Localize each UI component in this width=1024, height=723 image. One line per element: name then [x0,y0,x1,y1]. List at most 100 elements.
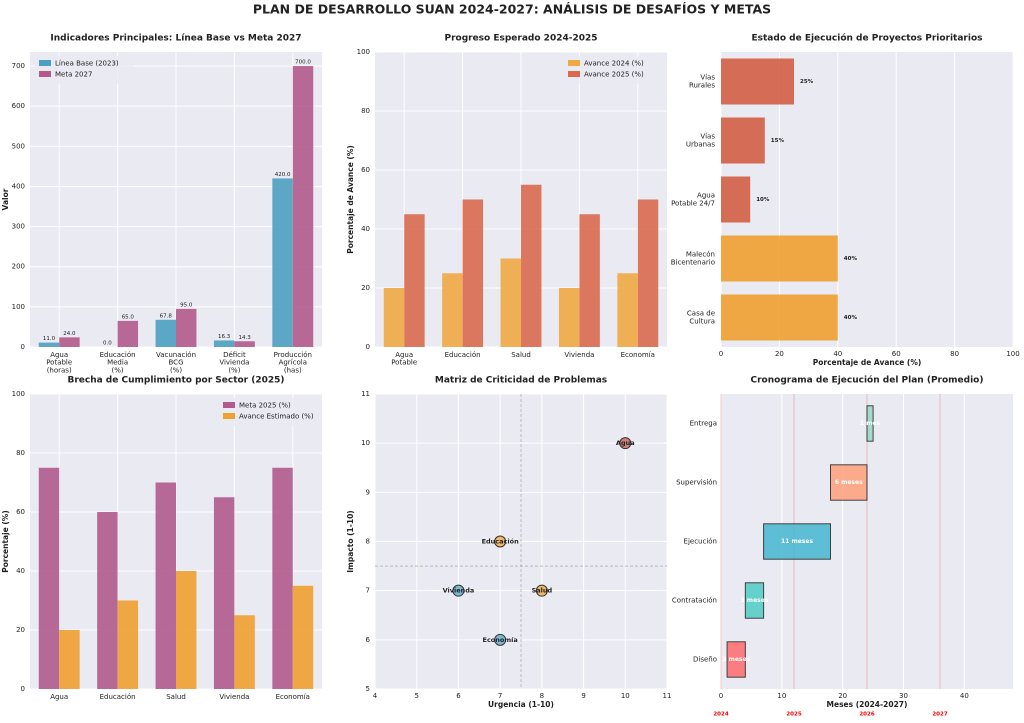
y-tick-label: 80 [361,107,370,115]
y-tick-label: 400 [12,182,25,190]
x-tick-label: Vivienda [564,351,594,359]
y-tick-label: 7 [366,587,370,595]
x-tick-label: 9 [581,692,585,700]
y-tick-label: Diseño [693,656,717,664]
legend [219,398,317,426]
value-label: 14.3 [238,335,251,341]
x-tick-label: 100 [1006,350,1019,358]
x-tick-label: 30 [899,692,908,700]
x-tick-label: Salud [511,351,531,359]
bar-label: 3 meses [741,597,769,604]
x-axis-label: Meses (2024-2027) [827,700,908,709]
chart-title: Brecha de Cumplimiento por Sector (2025) [67,376,284,386]
y-tick-label: 40 [361,225,370,233]
x-tick-label: 60 [892,350,901,358]
point [452,584,465,597]
value-label: 40% [844,256,858,262]
bar [38,467,60,689]
x-tick-label: 11 [663,692,672,700]
bar [59,630,80,689]
point [494,633,507,646]
bar [176,571,197,689]
y-tick-label: 8 [366,538,370,546]
y-tick-label: Contratación [672,597,717,605]
x-tick-label: 20 [838,692,847,700]
bar [579,214,600,347]
y-tick-label: 0 [366,343,370,351]
bar [442,273,463,347]
value-label: 11.0 [43,336,56,342]
legend [35,56,133,84]
x-tick-label: 80 [950,350,959,358]
y-tick-label: 100 [12,303,25,311]
y-tick-label: 100 [12,390,25,398]
bar [500,258,521,347]
legend-label: Avance 2024 (%) [584,60,644,68]
value-label: 95.0 [180,302,193,308]
year-label: 2025 [786,712,801,718]
value-label: 15% [771,138,785,144]
x-tick-label: 0 [719,692,723,700]
y-tick-label: Agua Potable 24/7 [671,192,715,208]
y-tick-label: 500 [12,142,25,150]
bar [38,342,60,347]
bar-label: 11 meses [781,538,813,545]
gantt-bar [726,641,746,678]
dashboard-title: PLAN DE DESARROLLO SUAN 2024-2027: ANÁLI… [253,2,771,17]
x-tick-label: Producción Agrícola (has) [274,351,312,374]
y-tick-label: 0 [21,685,25,693]
x-tick-label: 40 [960,692,969,700]
value-label: 16.3 [218,334,231,340]
x-tick-label: Déficit Vivienda (%) [219,351,249,374]
legend-label: Avance 2025 (%) [584,71,644,79]
point-label: Economía [483,636,518,644]
y-tick-label: 5 [366,685,370,693]
x-tick-label: 7 [498,692,502,700]
value-label: 700.0 [295,60,311,66]
y-axis-label: Impacto (1-10) [346,510,355,572]
y-tick-label: 60 [361,166,370,174]
x-tick-label: 0 [719,350,723,358]
y-tick-label: 60 [16,508,25,516]
y-tick-label: 20 [16,626,25,634]
legend-swatch [568,60,580,66]
chart-title: Progreso Esperado 2024-2025 [444,34,597,44]
bar [272,467,293,689]
y-tick-label: Entrega [690,420,717,428]
x-tick-label: Vivienda [219,693,249,701]
legend [564,56,662,84]
x-tick-label: 8 [540,692,544,700]
bar-label: 1 mes [860,420,881,427]
bar [637,199,659,347]
value-label: 40% [844,315,858,321]
legend-swatch [223,413,235,419]
x-tick-label: 6 [456,692,461,700]
legend-label: Avance Estimado (%) [239,413,314,421]
bar [292,66,314,348]
x-tick-label: Educación [100,693,136,701]
y-tick-label: 200 [12,263,25,271]
x-axis-label: Porcentaje de Avance (%) [813,358,922,367]
bar [558,288,580,347]
bar [721,235,838,282]
y-tick-label: 11 [361,390,370,398]
legend-swatch [39,60,51,66]
value-label: 65.0 [122,314,135,320]
value-label: 67.8 [160,313,173,319]
bar [292,585,314,689]
y-tick-label: 40 [16,567,25,575]
point-label: Agua [616,439,635,447]
x-tick-label: 5 [414,692,418,700]
y-tick-label: Casa de Cultura [687,310,715,326]
bar [721,294,838,341]
bar [383,288,405,347]
y-tick-label: Vías Rurales [689,74,715,90]
bar [97,512,118,689]
point [494,535,507,548]
x-tick-label: Economía [276,693,310,701]
gantt-bar [763,523,831,560]
bar [213,497,235,689]
point-label: Salud [532,587,553,595]
value-label: 420.0 [275,172,291,178]
